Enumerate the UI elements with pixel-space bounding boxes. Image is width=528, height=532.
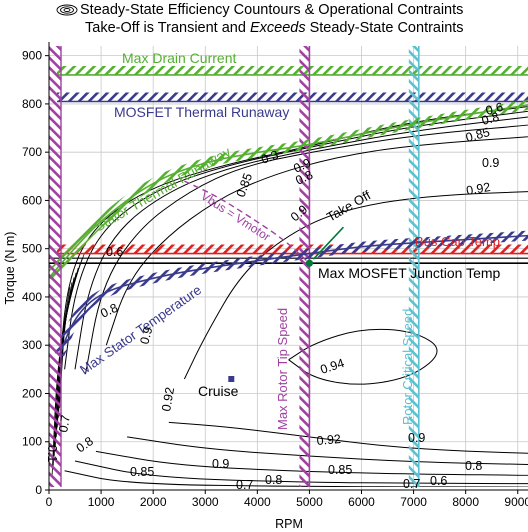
label-rotor-critical-speed: Rotor Critical Speed xyxy=(400,309,415,425)
efficiency-contour-0.94 xyxy=(288,328,438,385)
label-stator-thermal-runaway: Stator Thermal Runaway xyxy=(92,143,234,234)
title-line-2-emphasis: Exceeds xyxy=(249,20,306,36)
contour-level-label: 0.92 xyxy=(465,180,491,198)
chart-title-line-2: Take-Off is Transient and Exceeds Steady… xyxy=(85,20,464,36)
efficiency-contour-chart: 0 1000 2000 3000 4000 5000 6000 7000 8000 9000 0 10… xyxy=(3,42,528,531)
contour-level-label: 0.8 xyxy=(265,473,282,487)
title-line-2-part-c: Steady-State Contraints xyxy=(305,20,464,36)
contour-level-label: 0.6 xyxy=(106,245,123,259)
y-tick-label: 300 xyxy=(22,338,42,352)
constraint-lines xyxy=(49,46,528,487)
contour-level-label: 0.1 xyxy=(45,445,59,462)
x-tick-label: 4000 xyxy=(244,495,271,509)
efficiency-contour-0.92 xyxy=(183,191,528,380)
axes xyxy=(48,42,528,491)
contour-level-label: 0.6 xyxy=(430,474,447,488)
efficiency-contour-low-0.85 xyxy=(95,450,528,476)
chart-header: Steady-State Efficiency Countours & Oper… xyxy=(0,0,528,40)
y-tick-label: 900 xyxy=(22,49,42,63)
y-tick-label: 0 xyxy=(35,483,42,497)
x-tick-label: 8000 xyxy=(452,495,479,509)
efficiency-contour-0.8 xyxy=(74,116,528,370)
contour-level-label: 0.85 xyxy=(328,463,352,477)
cruise-marker xyxy=(228,376,235,382)
y-tick-label: 500 xyxy=(22,242,42,256)
contour-level-label: 0.8 xyxy=(480,110,500,128)
constraint-max-stator-temperature xyxy=(58,234,528,356)
contour-level-label: 0.8 xyxy=(98,301,120,321)
constraint-hatch-max-drain-current xyxy=(57,65,528,75)
x-tick-label: 9000 xyxy=(504,495,528,509)
contour-level-label: 0.7 xyxy=(236,478,253,492)
x-tick-label: 2000 xyxy=(140,495,167,509)
label-vbus-vmotor: Vbus = Vmotor xyxy=(198,189,272,244)
constraint-hatch-bus-cap-temp xyxy=(57,244,528,254)
contour-level-label: 0.85 xyxy=(234,171,255,199)
contour-level-label: 0.3 xyxy=(259,148,280,167)
contour-level-label: 0.9 xyxy=(137,325,155,345)
label-cruise: Cruise xyxy=(198,383,239,399)
take-off-arrow xyxy=(312,226,345,260)
contour-level-label: 0.7 xyxy=(403,477,420,491)
y-tick-label: 400 xyxy=(22,290,42,304)
chart-title-line-1: Steady-State Efficiency Countours & Oper… xyxy=(80,2,464,18)
x-tick-label: 5000 xyxy=(296,495,323,509)
efficiency-contour-low-0.9 xyxy=(127,436,528,466)
constraint-vbus-vmotor xyxy=(184,180,310,264)
contour-legend-icon xyxy=(56,4,78,16)
contour-level-label: 0.85 xyxy=(130,465,154,479)
efficiency-contour-low-0.92 xyxy=(168,421,528,454)
contour-level-label: 0.8 xyxy=(465,459,482,473)
contour-level-label: 0.6 xyxy=(484,100,504,118)
x-tick-label: 0 xyxy=(46,495,53,509)
y-tick-label: 100 xyxy=(22,435,42,449)
title-line-2-part-a: Take-Off is Transient and xyxy=(85,20,250,36)
constraint-hatch-max-rotor-tip-speed xyxy=(299,46,310,487)
label-max-drain-current: Max Drain Current xyxy=(122,50,236,66)
contour-level-label: 0.92 xyxy=(316,432,342,448)
label-max-rotor-tip-speed: Max Rotor Tip Speed xyxy=(275,308,290,430)
y-axis-title: Torque (N m) xyxy=(3,232,17,305)
constraint-hatch-rotor-critical-speed xyxy=(408,46,419,487)
contour-level-label: 0.8 xyxy=(293,168,315,188)
y-tick-label: 600 xyxy=(22,193,42,207)
contour-level-label: 0.7 xyxy=(56,414,73,434)
y-tick-label: 700 xyxy=(22,145,42,159)
contour-level-label: 0.9 xyxy=(291,156,313,176)
label-mosfet-thermal-runaway: MOSFET Thermal Runaway xyxy=(114,104,289,120)
x-tick-label: 3000 xyxy=(192,495,219,509)
efficiency-contour-0.9 xyxy=(105,136,528,346)
contour-level-label: 0.9 xyxy=(408,431,425,445)
contour-level-label: 0.8 xyxy=(74,434,96,455)
y-tick-label: 800 xyxy=(22,97,42,111)
contour-level-label: 0.9 xyxy=(482,156,499,170)
contour-level-label: 0.94 xyxy=(319,356,347,377)
constraint-hatch-mosfet-thermal-runaway xyxy=(57,92,528,102)
x-tick-label: 6000 xyxy=(348,495,375,509)
label-bus-cap-temp: Bus Cap Temp xyxy=(415,234,500,249)
tick-labels: 0 1000 2000 3000 4000 5000 6000 7000 8000 9000 0 10… xyxy=(3,49,528,531)
contour-level-label: 0.92 xyxy=(159,386,177,412)
x-tick-label: 7000 xyxy=(400,495,427,509)
efficiency-contours xyxy=(51,106,528,487)
constraint-stator-thermal-runaway xyxy=(49,104,528,279)
x-tick-label: 1000 xyxy=(88,495,115,509)
contour-level-label: 0.9 xyxy=(212,457,229,471)
label-max-mosfet-junction-temp: Max MOSFET Junction Temp xyxy=(318,265,501,281)
x-axis-title: RPM xyxy=(275,517,303,531)
contour-level-label: 0.85 xyxy=(464,125,491,145)
efficiency-contour-low-0.7 xyxy=(64,470,528,487)
y-tick-label: 200 xyxy=(22,386,42,400)
take-off-marker xyxy=(305,259,314,267)
left-edge-hatch xyxy=(49,46,61,487)
